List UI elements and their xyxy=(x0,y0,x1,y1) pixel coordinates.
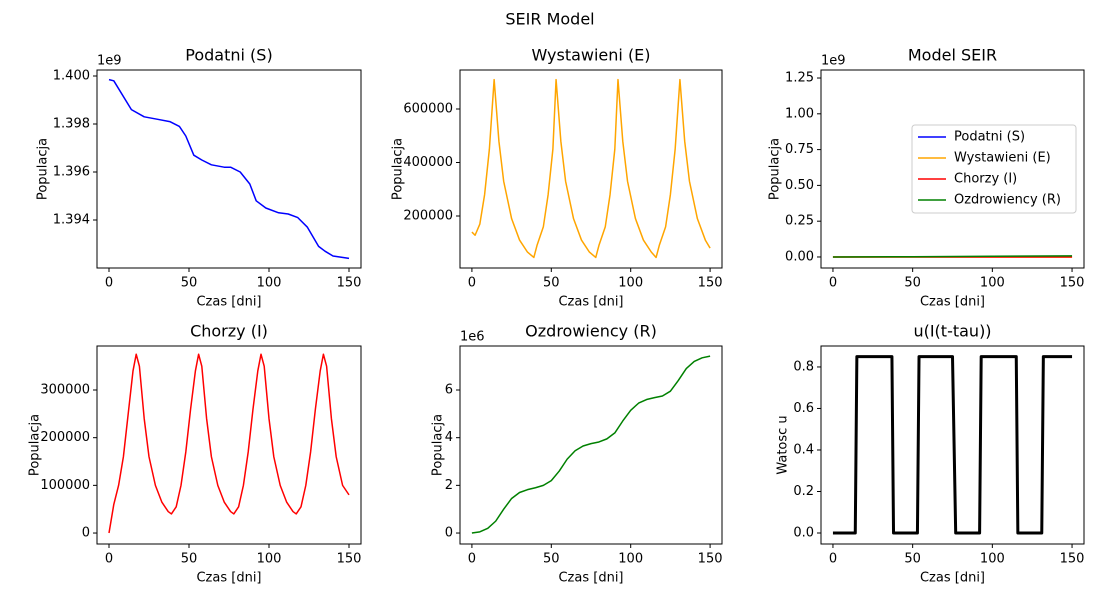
axes-frame xyxy=(820,69,1085,269)
x-tick-label: 100 xyxy=(618,276,643,291)
x-axis-label: Czas [dni] xyxy=(920,295,985,310)
axis-offset: 1e9 xyxy=(97,54,122,69)
axes-frame xyxy=(96,69,362,269)
axes-title: Podatni (S) xyxy=(185,46,272,65)
y-tick-label: 0.8 xyxy=(793,359,814,374)
x-axis-label: Czas [dni] xyxy=(920,571,985,586)
y-tick-label: 0.25 xyxy=(785,214,814,229)
axes-title: Model SEIR xyxy=(908,46,997,65)
x-tick-label: 50 xyxy=(904,276,921,291)
y-axis-label: Populacja xyxy=(768,138,783,200)
axis-offset: 1e9 xyxy=(821,54,846,69)
y-tick-label: 1.394 xyxy=(53,213,90,228)
y-tick-label: 4 xyxy=(445,430,453,445)
axes-title: Ozdrowiency (R) xyxy=(525,322,657,341)
axes-title: Chorzy (I) xyxy=(190,322,268,341)
y-tick-label: 1.398 xyxy=(53,117,90,132)
x-tick-label: 0 xyxy=(829,276,837,291)
y-axis-label: Populacja xyxy=(391,138,406,200)
y-tick-label: 600000 xyxy=(403,102,453,117)
y-axis-label: Populacja xyxy=(28,414,43,476)
y-tick-label: 200000 xyxy=(403,208,453,223)
y-tick-label: 100000 xyxy=(40,478,90,493)
series-line xyxy=(108,353,350,534)
x-tick-label: 0 xyxy=(829,552,837,567)
legend-label: Podatni (S) xyxy=(954,130,1025,145)
x-tick-label: 150 xyxy=(337,276,362,291)
y-tick-label: 0.6 xyxy=(793,401,814,416)
y-tick-label: 400000 xyxy=(403,155,453,170)
y-axis-label: Populacja xyxy=(431,414,446,476)
series-line xyxy=(832,255,1073,258)
y-tick-label: 0.00 xyxy=(785,249,814,264)
x-tick-label: 0 xyxy=(105,276,113,291)
x-tick-label: 50 xyxy=(904,552,921,567)
x-axis-label: Czas [dni] xyxy=(558,571,623,586)
y-tick-label: 0.4 xyxy=(793,442,814,457)
x-tick-label: 50 xyxy=(543,276,560,291)
x-tick-label: 150 xyxy=(698,276,723,291)
legend-label: Ozdrowiency (R) xyxy=(954,193,1061,208)
axis-offset: 1e6 xyxy=(460,330,485,345)
figure-title: SEIR Model xyxy=(505,10,594,29)
x-tick-label: 100 xyxy=(980,276,1005,291)
legend-label: Chorzy (I) xyxy=(954,172,1017,187)
y-axis-label: Populacja xyxy=(36,138,51,200)
y-tick-label: 0 xyxy=(445,526,453,541)
series-line xyxy=(108,78,350,260)
axes-frame xyxy=(459,69,723,269)
x-tick-label: 50 xyxy=(543,552,560,567)
y-tick-label: 1.00 xyxy=(785,106,814,121)
x-tick-label: 0 xyxy=(468,552,476,567)
x-tick-label: 100 xyxy=(257,552,282,567)
y-tick-label: 200000 xyxy=(40,430,90,445)
axes-frame xyxy=(820,345,1085,545)
x-tick-label: 100 xyxy=(980,552,1005,567)
x-tick-label: 150 xyxy=(337,552,362,567)
axes-frame xyxy=(459,345,723,545)
axes-title: u(I(t-tau)) xyxy=(913,322,991,341)
legend-box xyxy=(911,124,1077,214)
legend-label: Wystawieni (E) xyxy=(954,151,1051,166)
x-axis-label: Czas [dni] xyxy=(558,295,623,310)
x-tick-label: 50 xyxy=(181,276,198,291)
x-tick-label: 100 xyxy=(618,552,643,567)
axes-title: Wystawieni (E) xyxy=(531,46,650,65)
series-line xyxy=(471,78,711,259)
axes-frame xyxy=(96,345,362,545)
y-axis-label: Watosc u xyxy=(776,415,791,474)
x-tick-label: 150 xyxy=(1060,276,1085,291)
x-tick-label: 150 xyxy=(1060,552,1085,567)
series-line xyxy=(471,355,711,534)
x-tick-label: 150 xyxy=(698,552,723,567)
x-tick-label: 0 xyxy=(105,552,113,567)
x-tick-label: 0 xyxy=(468,276,476,291)
y-tick-label: 0.75 xyxy=(785,142,814,157)
y-tick-label: 0.50 xyxy=(785,178,814,193)
x-tick-label: 50 xyxy=(181,552,198,567)
y-tick-label: 1.396 xyxy=(53,165,90,180)
x-axis-label: Czas [dni] xyxy=(196,571,261,586)
x-tick-label: 100 xyxy=(257,276,282,291)
x-axis-label: Czas [dni] xyxy=(196,295,261,310)
y-tick-label: 0.0 xyxy=(793,526,814,541)
y-tick-label: 0.2 xyxy=(793,484,814,499)
y-tick-label: 1.25 xyxy=(785,71,814,86)
y-tick-label: 300000 xyxy=(40,383,90,398)
y-tick-label: 6 xyxy=(445,383,453,398)
y-tick-label: 2 xyxy=(445,478,453,493)
y-tick-label: 0 xyxy=(82,526,90,541)
series-line xyxy=(832,355,1073,535)
y-tick-label: 1.400 xyxy=(53,69,90,84)
